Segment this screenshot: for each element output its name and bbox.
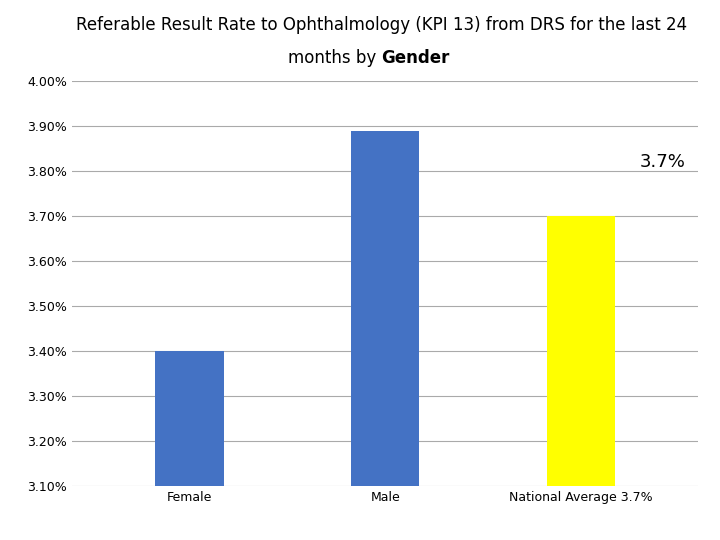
Text: Referable Result Rate to Ophthalmology (KPI 13) from DRS for the last 24: Referable Result Rate to Ophthalmology (… bbox=[76, 16, 687, 34]
Bar bbox=[351, 131, 420, 540]
Text: 3.7%: 3.7% bbox=[639, 153, 685, 171]
Bar bbox=[546, 216, 615, 540]
Text: Gender: Gender bbox=[382, 49, 450, 66]
Text: months by: months by bbox=[288, 49, 382, 66]
Bar bbox=[156, 351, 224, 540]
